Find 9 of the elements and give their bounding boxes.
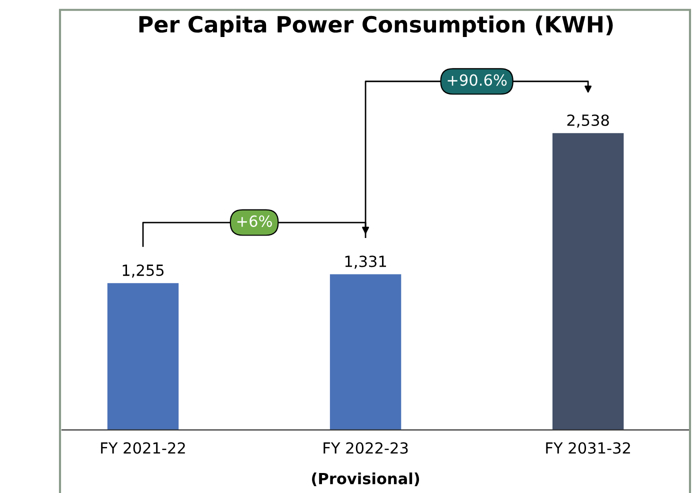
- data-label: 1,331: [345, 256, 386, 269]
- text: +90.6%: [448, 74, 507, 86]
- chart-title: Per Capita Power Consumption (KWH): [139, 15, 613, 37]
- data-label: 1,255: [122, 264, 164, 278]
- x-tick-label: FY 2021-22: [101, 442, 185, 454]
- annotation: +6%: [237, 215, 272, 227]
- x-tick-label: FY 2031-32: [546, 442, 630, 454]
- data-label: 2,538: [567, 114, 609, 128]
- category-label: FY 2022-23 (Provisional): [312, 442, 420, 486]
